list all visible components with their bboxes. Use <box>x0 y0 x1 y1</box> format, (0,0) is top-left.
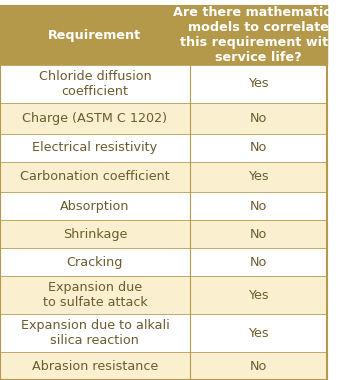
Text: Charge (ASTM C 1202): Charge (ASTM C 1202) <box>22 112 168 125</box>
FancyBboxPatch shape <box>0 276 327 314</box>
Text: Shrinkage: Shrinkage <box>63 228 127 241</box>
FancyBboxPatch shape <box>0 6 327 65</box>
Text: Expansion due to alkali
silica reaction: Expansion due to alkali silica reaction <box>21 319 169 347</box>
Text: No: No <box>250 141 267 154</box>
FancyBboxPatch shape <box>0 162 327 192</box>
Text: Yes: Yes <box>248 288 269 302</box>
Text: Yes: Yes <box>248 326 269 340</box>
FancyBboxPatch shape <box>0 134 327 162</box>
Text: No: No <box>250 112 267 125</box>
Text: Absorption: Absorption <box>60 200 130 213</box>
Text: Yes: Yes <box>248 78 269 90</box>
Text: Chloride diffusion
coefficient: Chloride diffusion coefficient <box>39 70 151 98</box>
Text: Requirement: Requirement <box>48 29 142 42</box>
Text: Abrasion resistance: Abrasion resistance <box>32 359 158 372</box>
FancyBboxPatch shape <box>0 248 327 276</box>
Text: Yes: Yes <box>248 170 269 184</box>
Text: Are there mathematical
models to correlate
this requirement with
service life?: Are there mathematical models to correla… <box>173 6 344 65</box>
Text: No: No <box>250 256 267 269</box>
Text: Cracking: Cracking <box>67 256 123 269</box>
Text: Carbonation coefficient: Carbonation coefficient <box>20 170 170 184</box>
FancyBboxPatch shape <box>0 103 327 134</box>
FancyBboxPatch shape <box>0 314 327 352</box>
Text: No: No <box>250 200 267 213</box>
Text: No: No <box>250 359 267 372</box>
FancyBboxPatch shape <box>0 65 327 103</box>
FancyBboxPatch shape <box>0 352 327 380</box>
Text: Electrical resistivity: Electrical resistivity <box>32 141 158 154</box>
Text: Expansion due
to sulfate attack: Expansion due to sulfate attack <box>43 281 147 309</box>
Text: No: No <box>250 228 267 241</box>
FancyBboxPatch shape <box>0 220 327 248</box>
FancyBboxPatch shape <box>0 192 327 220</box>
